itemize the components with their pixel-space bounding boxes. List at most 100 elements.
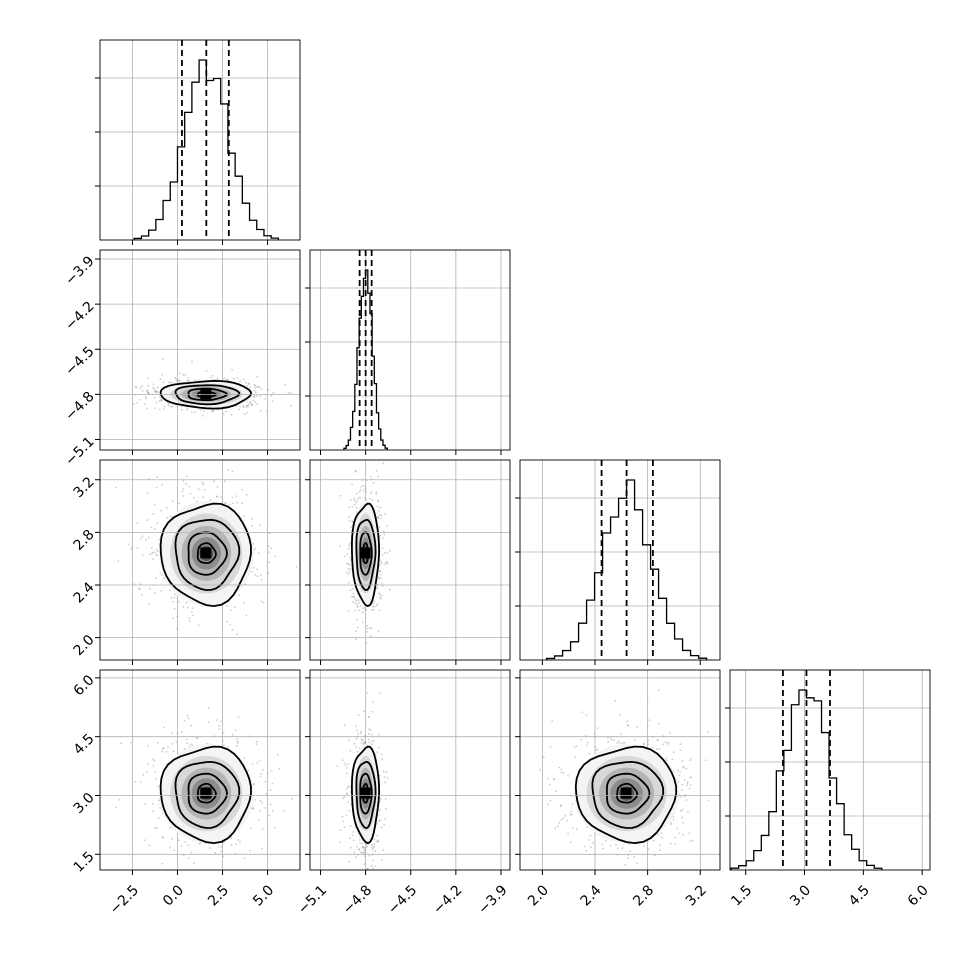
scatter-panel-p0-p2: 2.0 2.4 2.8 3.2 (71, 459, 301, 665)
sample-point (355, 506, 358, 509)
sample-point (654, 854, 656, 857)
sample-point (647, 739, 650, 742)
sample-point (353, 503, 356, 506)
sample-point (617, 847, 619, 850)
sample-point (370, 491, 373, 494)
sample-point (231, 496, 234, 499)
sample-point (127, 543, 130, 546)
sample-point (256, 403, 258, 406)
sample-point (184, 373, 187, 376)
sample-point (254, 799, 256, 801)
sample-point (564, 815, 567, 817)
x-tick-label: −3.9 (475, 882, 510, 917)
sample-point (130, 548, 133, 551)
contour-line (359, 772, 373, 815)
sample-point (220, 496, 223, 498)
sample-point (383, 775, 386, 778)
sample-point (243, 757, 245, 759)
sample-point (349, 499, 352, 501)
sample-point (155, 401, 158, 404)
sample-point (258, 759, 261, 762)
sample-point (144, 403, 146, 406)
sample-point (664, 741, 667, 744)
sample-point (643, 743, 645, 746)
sample-point (381, 594, 383, 597)
sample-point (339, 829, 342, 831)
sample-point (268, 561, 270, 564)
sample-point (366, 624, 368, 627)
sample-point (592, 841, 595, 844)
sample-point (156, 391, 159, 393)
sample-point (136, 522, 139, 524)
sample-point (283, 809, 286, 812)
sample-point (236, 737, 239, 740)
sample-point (583, 845, 586, 848)
sample-point (162, 577, 165, 580)
panel-frame (729, 669, 931, 871)
sample-point (182, 488, 185, 490)
sample-point (342, 820, 345, 823)
sample-point (347, 581, 350, 584)
sample-point (378, 510, 380, 512)
sample-point (357, 714, 360, 717)
sample-point (371, 843, 373, 846)
sample-point (354, 856, 357, 858)
sample-point (681, 789, 683, 791)
sample-point (360, 741, 363, 744)
sample-point (368, 855, 371, 857)
sample-point (187, 377, 189, 379)
sample-point (590, 846, 592, 848)
y-tick-label: 3.0 (71, 790, 98, 817)
sample-point (235, 405, 238, 408)
contour-line (174, 760, 241, 829)
sample-point (707, 799, 710, 802)
sample-point (238, 594, 241, 596)
sample-point (688, 832, 691, 835)
sample-point (355, 630, 357, 632)
sample-point (567, 832, 570, 835)
sample-point (351, 505, 354, 508)
sample-point (180, 845, 183, 847)
sample-point (154, 391, 157, 394)
sample-point (660, 832, 663, 835)
sample-point (230, 413, 233, 416)
sample-point (158, 408, 161, 411)
sample-point (259, 810, 261, 813)
sample-point (152, 758, 155, 761)
sample-point (342, 759, 344, 762)
contour-line (350, 745, 381, 845)
sample-point (147, 536, 150, 539)
sample-point (139, 781, 142, 783)
sample-point (585, 744, 588, 747)
sample-point (188, 617, 191, 620)
sample-point (546, 803, 549, 806)
sample-point (270, 547, 272, 550)
panel-frame (519, 669, 721, 871)
sample-point (171, 837, 174, 840)
sample-point (616, 871, 618, 873)
sample-point (220, 846, 223, 848)
sample-point (242, 406, 245, 409)
y-tick-label: 4.5 (71, 731, 98, 758)
sample-point (679, 796, 682, 798)
sample-point (659, 844, 661, 846)
sample-point (378, 692, 381, 694)
sample-point (690, 757, 692, 760)
sample-point (169, 846, 171, 849)
sample-point (172, 600, 175, 603)
sample-point (191, 607, 194, 609)
contour-line (355, 760, 377, 829)
sample-point (373, 605, 376, 608)
sample-point (134, 781, 137, 783)
sample-point (251, 517, 254, 520)
sample-point (353, 595, 356, 598)
sample-point (167, 404, 170, 407)
sample-point (626, 724, 629, 727)
sample-point (621, 872, 623, 874)
sample-point (246, 411, 249, 414)
sample-point (177, 839, 180, 841)
sample-point (259, 775, 262, 778)
sample-point (358, 490, 361, 493)
sample-point (139, 537, 142, 540)
sample-point (258, 386, 261, 389)
